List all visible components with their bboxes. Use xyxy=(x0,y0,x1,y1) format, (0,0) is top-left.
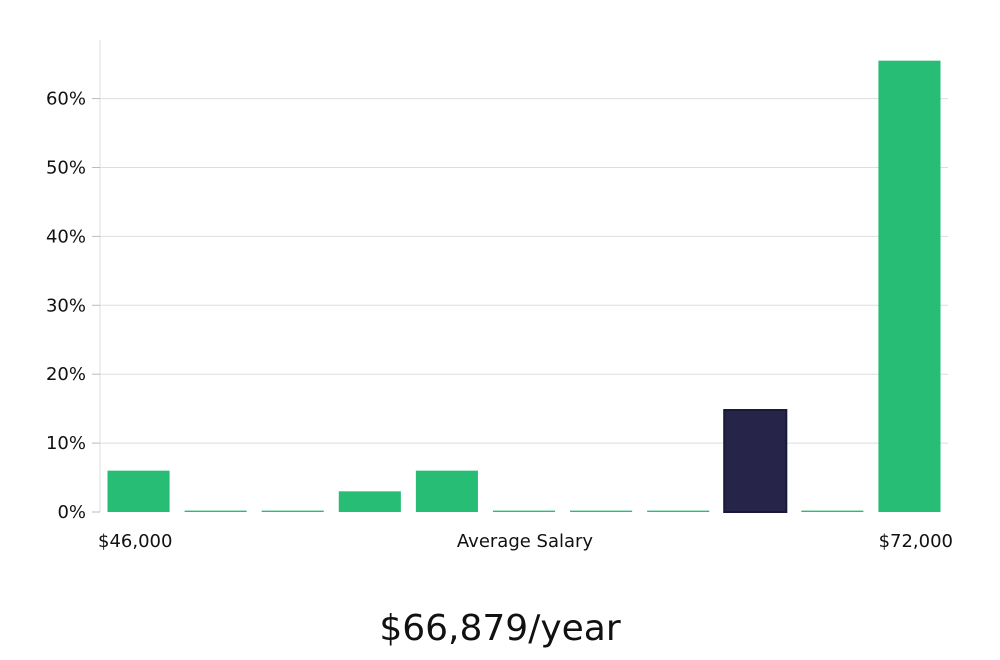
bar xyxy=(261,510,324,512)
bar xyxy=(184,510,247,512)
bar xyxy=(107,470,170,512)
y-tick-label: 20% xyxy=(46,364,86,385)
bar xyxy=(338,491,401,512)
x-axis-end-label: $72,000 xyxy=(879,531,953,552)
bar xyxy=(647,510,710,512)
bar xyxy=(415,470,478,512)
bar xyxy=(878,60,941,512)
y-tick-label: 60% xyxy=(46,89,86,110)
average-salary-value: $66,879/year xyxy=(379,608,621,649)
y-tick-label: 10% xyxy=(46,433,86,454)
salary-histogram: 0% 10% 20% 30% 40% 50% 60% $46,000 Average Sal… xyxy=(46,40,953,552)
y-tick-label: 40% xyxy=(46,226,86,247)
bar xyxy=(801,510,864,512)
y-axis-ticks: 0% 10% 20% 30% 40% 50% 60% xyxy=(46,89,100,523)
x-axis-label: Average Salary xyxy=(457,531,594,552)
y-tick-label: 0% xyxy=(57,502,86,523)
bar xyxy=(492,510,556,512)
y-tick-label: 50% xyxy=(46,157,86,178)
bar xyxy=(723,409,788,514)
y-tick-label: 30% xyxy=(46,295,86,316)
bars xyxy=(107,60,941,514)
grid xyxy=(99,40,948,512)
bar xyxy=(570,510,633,512)
x-axis-start-label: $46,000 xyxy=(98,531,172,552)
